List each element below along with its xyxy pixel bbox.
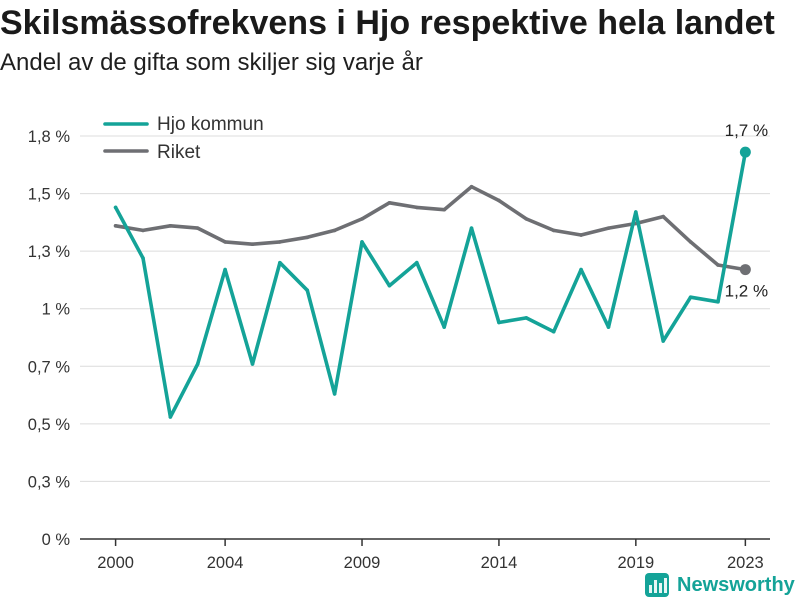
x-tick-label: 2000 (97, 554, 134, 572)
hjo-kommun-point (168, 415, 173, 419)
hjo-kommun-point (497, 320, 501, 325)
legend-label-hjo-kommun: Hjo kommun (157, 114, 264, 135)
riket-point (688, 240, 693, 244)
hjo-kommun-point (305, 288, 310, 293)
riket-point (716, 263, 720, 267)
newsworthy-logo-text: Newsworthy (677, 574, 796, 596)
riket-point (414, 205, 419, 210)
hjo-kommun-point (141, 256, 145, 260)
hjo-kommun-point (688, 295, 693, 300)
y-tick-label: 0,7 % (28, 358, 71, 376)
y-tick-label: 0,3 % (28, 473, 71, 491)
legend: Hjo kommun Riket (103, 114, 264, 163)
y-tick-label: 1,8 % (28, 128, 71, 146)
riket-point (469, 184, 474, 189)
riket-point (497, 198, 501, 203)
riket-point (305, 235, 310, 240)
riket-point (551, 228, 556, 233)
hjo-kommun-point (195, 362, 200, 366)
riket-point (524, 217, 529, 221)
riket-point (168, 224, 173, 228)
hjo-kommun-point (223, 267, 227, 272)
y-tick-label: 0 % (42, 531, 71, 549)
legend-label-riket: Riket (157, 142, 201, 163)
x-tick-label: 2019 (617, 554, 654, 572)
x-tick-label: 2023 (727, 554, 764, 572)
series-lines (113, 146, 751, 419)
hjo-kommun-series (113, 146, 751, 419)
riket-point (141, 228, 145, 233)
x-tick-label: 2014 (481, 554, 518, 572)
hjo-kommun-point (579, 267, 583, 272)
riket-point (360, 217, 364, 221)
hjo-kommun-point (716, 300, 720, 304)
hjo-kommun-point (442, 325, 446, 329)
hjo-kommun-point (360, 240, 364, 244)
riket-point (250, 242, 255, 247)
hjo-kommun-line (113, 150, 748, 419)
riket-point (223, 240, 227, 244)
newsworthy-logo-icon (645, 573, 669, 597)
riket-point (195, 226, 200, 230)
hjo-kommun-end-marker (739, 146, 751, 158)
hjo-kommun-end-label: 1,7 % (725, 121, 768, 140)
hjo-kommun-point (113, 205, 118, 210)
riket-point (661, 214, 666, 219)
hjo-kommun-point (278, 260, 282, 265)
end-labels: 1,2 % 1,7 % (725, 121, 768, 300)
hjo-kommun-point (414, 260, 419, 265)
newsworthy-logo: Newsworthy (645, 573, 796, 597)
riket-line (113, 184, 748, 272)
y-tick-label: 0,5 % (28, 416, 71, 434)
y-tick-label: 1 % (42, 301, 71, 319)
hjo-kommun-point (551, 329, 556, 334)
x-axis: 2000 2004 2009 2014 2019 2023 (80, 538, 770, 572)
legend-item-hjo-kommun: Hjo kommun (103, 114, 264, 135)
hjo-kommun-point (634, 210, 638, 214)
y-axis: 0 % 0,3 % 0,5 % 0,7 % 1 % 1,3 % 1,5 % 1,8 % (28, 128, 71, 549)
riket-point (113, 224, 118, 228)
hjo-kommun-point (250, 362, 255, 366)
y-tick-label: 1,3 % (28, 243, 71, 261)
riket-point (606, 226, 611, 230)
riket-point (442, 207, 446, 212)
riket-end-label: 1,2 % (725, 282, 768, 301)
y-tick-label: 1,5 % (28, 186, 71, 204)
hjo-kommun-point (332, 392, 337, 396)
chart-subtitle: Andel av de gifta som skiljer sig varje … (0, 49, 423, 76)
riket-point (332, 228, 337, 233)
riket-point (579, 233, 583, 237)
riket-point (278, 240, 282, 244)
hjo-kommun-point (606, 325, 611, 329)
x-tick-label: 2009 (344, 554, 381, 572)
chart-title: Skilsmässofrekvens i Hjo respektive hela… (0, 4, 775, 42)
riket-point (387, 200, 392, 205)
x-tick-label: 2004 (207, 554, 244, 572)
hjo-kommun-point (661, 339, 666, 343)
riket-end-marker (739, 264, 751, 276)
riket-series (113, 184, 751, 276)
hjo-kommun-point (387, 283, 392, 288)
hjo-kommun-point (469, 226, 474, 230)
legend-item-riket: Riket (103, 142, 201, 163)
hjo-kommun-point (524, 316, 529, 320)
